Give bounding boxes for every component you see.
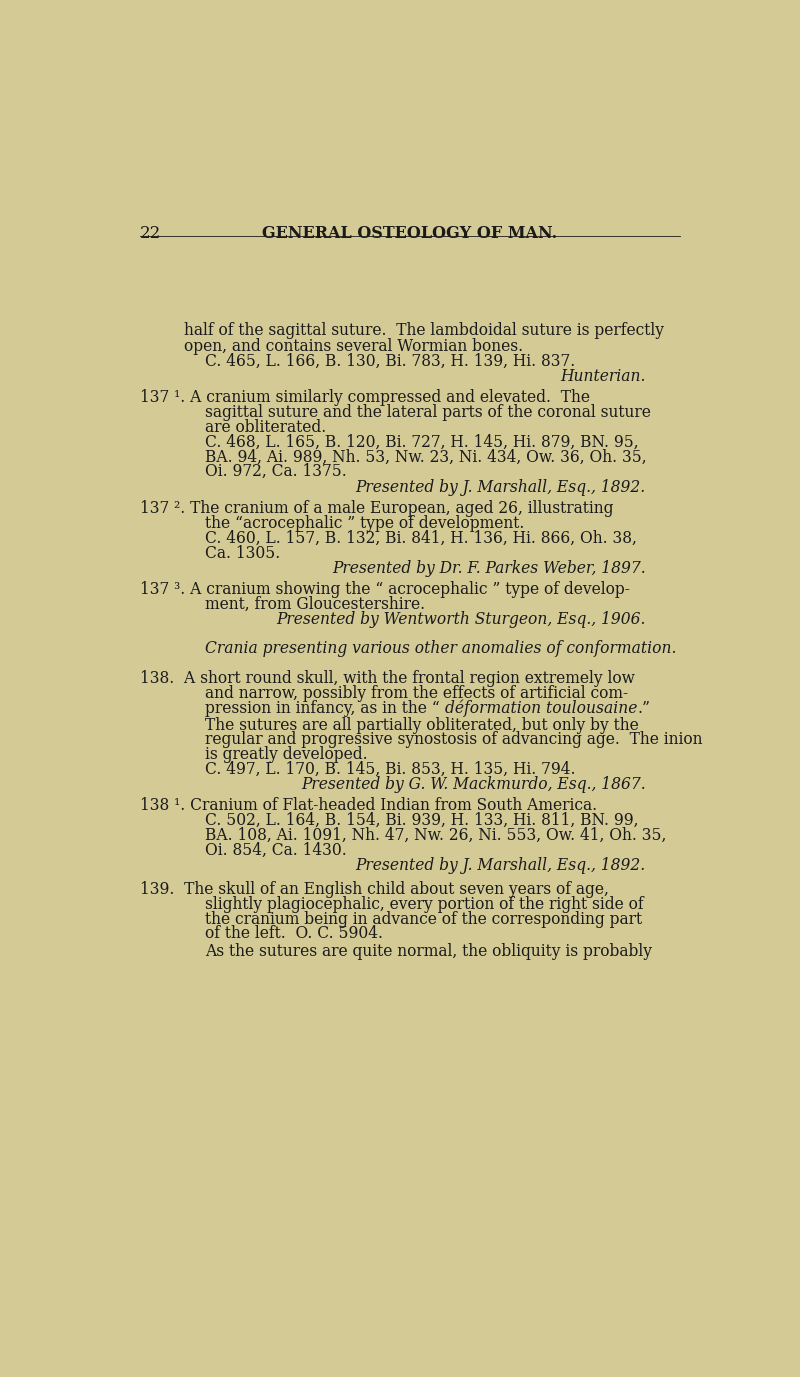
Text: Oi. 854, Ca. 1430.: Oi. 854, Ca. 1430. [206,841,347,859]
Text: 138.  A short round skull, with the frontal region extremely low: 138. A short round skull, with the front… [140,671,635,687]
Text: regular and progressive synostosis of advancing age.  The inion: regular and progressive synostosis of ad… [206,731,703,749]
Text: 138 ¹. Cranium of Flat-headed Indian from South America.: 138 ¹. Cranium of Flat-headed Indian fro… [140,797,598,814]
Text: .”: .” [638,700,650,716]
Text: C. 460, L. 157, B. 132, Bi. 841, H. 136, Hi. 866, Oh. 38,: C. 460, L. 157, B. 132, Bi. 841, H. 136,… [206,530,638,547]
Text: 139.  The skull of an English child about seven years of age,: 139. The skull of an English child about… [140,881,609,898]
Text: Presented by J. Marshall, Esq., 1892.: Presented by J. Marshall, Esq., 1892. [355,479,646,496]
Text: of the left.  O. C. 5904.: of the left. O. C. 5904. [206,925,383,942]
Text: As the sutures are quite normal, the obliquity is probably: As the sutures are quite normal, the obl… [206,943,653,961]
Text: C. 465, L. 166, B. 130, Bi. 783, H. 139, Hi. 837.: C. 465, L. 166, B. 130, Bi. 783, H. 139,… [206,353,576,370]
Text: BA. 94, Ai. 989, Nh. 53, Nw. 23, Ni. 434, Ow. 36, Oh. 35,: BA. 94, Ai. 989, Nh. 53, Nw. 23, Ni. 434… [206,449,647,465]
Text: Oi. 972, Ca. 1375.: Oi. 972, Ca. 1375. [206,463,347,481]
Text: déformation toulousaine: déformation toulousaine [445,700,638,717]
Text: Ca. 1305.: Ca. 1305. [206,545,281,562]
Text: The sutures are all partially obliterated, but only by the: The sutures are all partially obliterate… [206,716,639,734]
Text: C. 497, L. 170, B. 145, Bi. 853, H. 135, Hi. 794.: C. 497, L. 170, B. 145, Bi. 853, H. 135,… [206,761,576,778]
Text: 22: 22 [140,224,162,241]
Text: C. 468, L. 165, B. 120, Bi. 727, H. 145, Hi. 879, BN. 95,: C. 468, L. 165, B. 120, Bi. 727, H. 145,… [206,434,639,450]
Text: Hunterian.: Hunterian. [560,368,646,384]
Text: is greatly developed.: is greatly developed. [206,746,368,763]
Text: BA. 108, Ai. 1091, Nh. 47, Nw. 26, Ni. 553, Ow. 41, Oh. 35,: BA. 108, Ai. 1091, Nh. 47, Nw. 26, Ni. 5… [206,826,666,844]
Text: Presented by G. W. Mackmurdo, Esq., 1867.: Presented by G. W. Mackmurdo, Esq., 1867… [301,777,646,793]
Text: Presented by Dr. F. Parkes Weber, 1897.: Presented by Dr. F. Parkes Weber, 1897. [332,559,646,577]
Text: the “acrocephalic ” type of development.: the “acrocephalic ” type of development. [206,515,525,532]
Text: sagittal suture and the lateral parts of the coronal suture: sagittal suture and the lateral parts of… [206,403,651,421]
Text: GENERAL OSTEOLOGY OF MAN.: GENERAL OSTEOLOGY OF MAN. [262,224,558,241]
Text: and narrow, possibly from the effects of artificial com-: and narrow, possibly from the effects of… [206,684,629,702]
Text: Presented by J. Marshall, Esq., 1892.: Presented by J. Marshall, Esq., 1892. [355,856,646,873]
Text: half of the sagittal suture.  The lambdoidal suture is perfectly: half of the sagittal suture. The lambdoi… [184,322,664,339]
Text: pression in infancy, as in the “: pression in infancy, as in the “ [206,700,445,716]
Text: C. 502, L. 164, B. 154, Bi. 939, H. 133, Hi. 811, BN. 99,: C. 502, L. 164, B. 154, Bi. 939, H. 133,… [206,812,639,829]
Text: are obliterated.: are obliterated. [206,419,326,435]
Text: 137 ². The cranium of a male European, aged 26, illustrating: 137 ². The cranium of a male European, a… [140,500,614,518]
Text: the cranium being in advance of the corresponding part: the cranium being in advance of the corr… [206,910,642,928]
Text: slightly plagiocephalic, every portion of the right side of: slightly plagiocephalic, every portion o… [206,896,644,913]
Text: Presented by Wentworth Sturgeon, Esq., 1906.: Presented by Wentworth Sturgeon, Esq., 1… [276,610,646,628]
Text: 137 ¹. A cranium similarly compressed and elevated.  The: 137 ¹. A cranium similarly compressed an… [140,388,590,406]
Text: ment, from Gloucestershire.: ment, from Gloucestershire. [206,596,426,613]
Text: Crania presenting various other anomalies of conformation.: Crania presenting various other anomalie… [206,640,677,657]
Text: open, and contains several Wormian bones.: open, and contains several Wormian bones… [184,339,523,355]
Text: 137 ³. A cranium showing the “ acrocephalic ” type of develop-: 137 ³. A cranium showing the “ acrocepha… [140,581,630,598]
